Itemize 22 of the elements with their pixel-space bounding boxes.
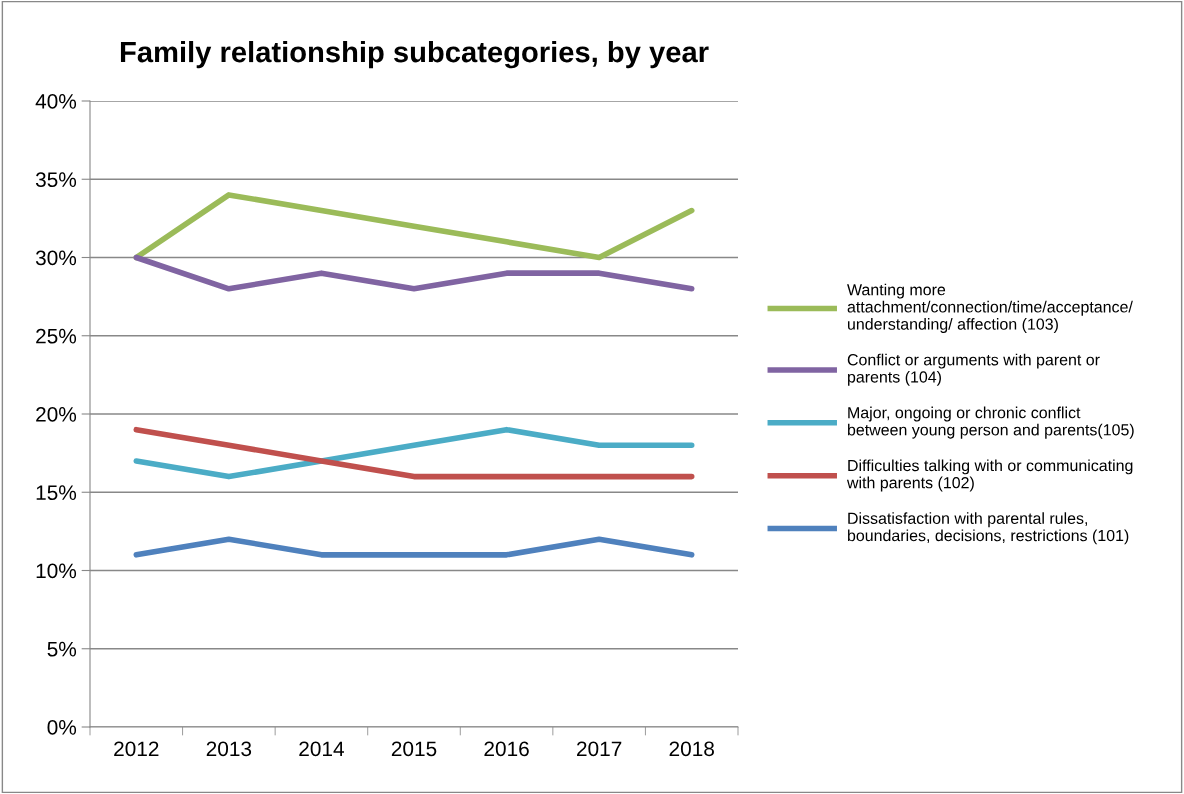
y-tick-label: 5% — [47, 641, 77, 657]
x-tick-label: 2013 — [206, 741, 252, 757]
y-tick-label: 40% — [35, 94, 77, 109]
chart-title: Family relationship subcategories, by year — [120, 40, 709, 69]
y-tick-label: 0% — [47, 720, 77, 735]
x-tick-label: 2015 — [391, 741, 437, 757]
y-tick-label: 10% — [36, 563, 77, 579]
y-tick-label: 15% — [36, 485, 77, 500]
y-tick-label: 25% — [36, 328, 77, 344]
y-tick-label: 30% — [35, 250, 77, 266]
x-tick-label: 2017 — [577, 741, 622, 757]
x-tick-label: 2012 — [114, 741, 159, 757]
x-tick-label: 2014 — [299, 741, 344, 757]
legend-label: Wanting more attachment/connection/time/acceptance/ understanding/ affection (103) — [847, 283, 1133, 333]
y-tick-label: 20% — [36, 407, 77, 422]
legend-label: Conflict or arguments with parent or parents (104) — [847, 353, 1100, 386]
legend-label: Major, ongoing or chronic conflict between young person and parents(105) — [848, 406, 1134, 439]
x-tick-label: 2016 — [484, 741, 529, 757]
legend-label: Dissatisfaction with parental rules, boundaries, decisions, restrictions (101) — [848, 512, 1129, 545]
x-tick-label: 2018 — [669, 741, 714, 757]
legend-label: Difficulties talking with or communicating with parents (102) — [846, 459, 1133, 492]
y-tick-label: 35% — [35, 172, 77, 187]
